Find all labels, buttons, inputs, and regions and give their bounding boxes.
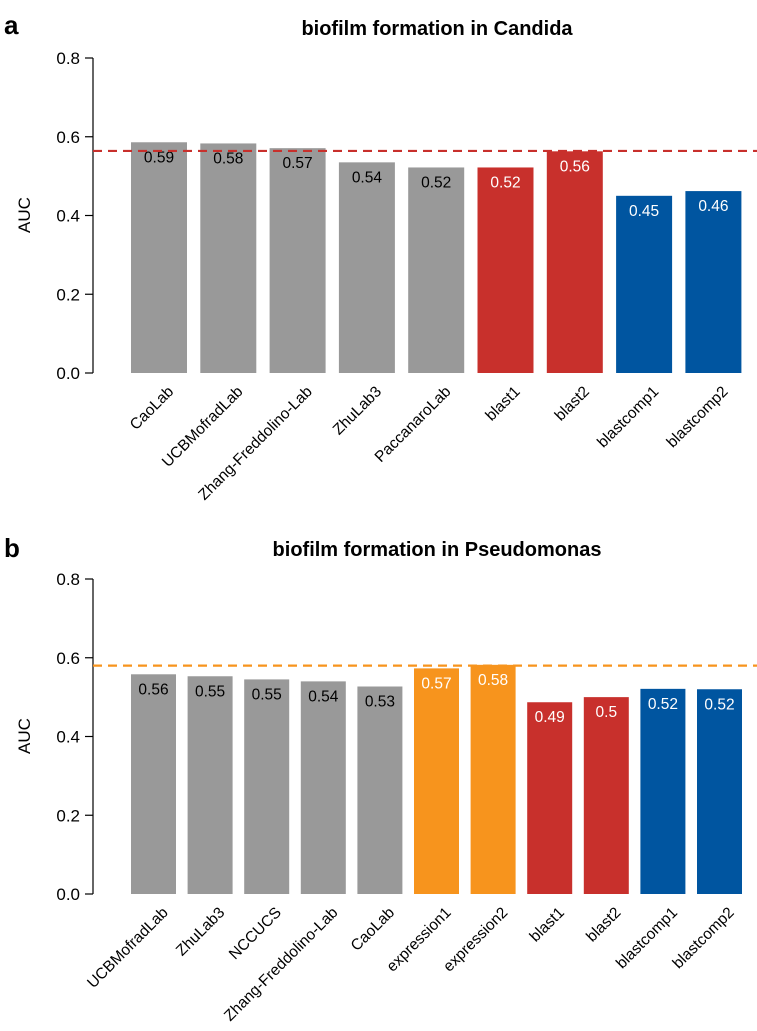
panel-b-letter: b (4, 533, 20, 563)
panel-a-category-label: blast2 (552, 383, 593, 424)
panel-a-bar-CaoLab (131, 142, 187, 373)
panel-b-y-tick-label: 0.8 (56, 570, 80, 589)
panel-a-category-label: ZhuLab3 (330, 383, 385, 438)
panel-b-bar-data-label: 0.52 (704, 696, 734, 713)
panel-a-bar-UCBMofradLab (200, 143, 257, 373)
panel-b-bar-blast2 (583, 697, 629, 894)
panel-a-category-label: Zhang-Freddolino-Lab (195, 383, 315, 503)
panel-b-category-label: blast1 (527, 904, 568, 945)
panel-b-category-label: CaoLab (348, 904, 398, 954)
panel-a-title: biofilm formation in Candida (301, 18, 573, 40)
panel-a-y-tick-label: 0.4 (56, 207, 80, 226)
panel-b-bar-data-label: 0.54 (308, 688, 339, 705)
panel-b-category-label: blastcomp2 (670, 904, 738, 972)
panel-b-bar-data-label: 0.55 (252, 686, 282, 703)
panel-a-bar-data-label: 0.52 (490, 174, 520, 191)
panel-a-letter: a (4, 10, 19, 40)
panel-b-category-label: NCCUCS (226, 904, 285, 963)
panel-b-category-label: ZhuLab3 (173, 904, 228, 959)
panel-b-bar-data-label: 0.56 (138, 681, 168, 698)
panel-a-bar-data-label: 0.52 (421, 174, 451, 191)
panel-b-y-tick-label: 0.4 (56, 728, 80, 747)
panel-a-bar-data-label: 0.58 (213, 150, 243, 167)
panel-b-bar-blastcomp1 (640, 688, 686, 894)
panel-b-bar-expression1 (414, 668, 459, 894)
panel-b-y-tick-label: 0.6 (56, 649, 80, 668)
panel-a-y-tick-label: 0.2 (56, 285, 80, 304)
panel-a-bar-data-label: 0.57 (283, 155, 313, 172)
panel-b-bar-NCCUCS (244, 679, 290, 894)
panel-a-bar-ZhuLab3 (338, 162, 395, 373)
panel-a-category-label: blast1 (482, 383, 523, 424)
panel-a-y-tick-label: 0.0 (56, 364, 80, 383)
panel-a-bar-data-label: 0.54 (352, 169, 383, 186)
panel-b-bar-expression2 (470, 664, 516, 894)
panel-b-bar-UCBMofradLab (131, 674, 176, 894)
panel-b-bar-data-label: 0.52 (648, 696, 678, 713)
panel-a-bar-blastcomp2 (685, 191, 742, 373)
panel-b-bar-data-label: 0.53 (365, 693, 395, 710)
panel-b-bar-ZhuLab3 (187, 676, 233, 894)
panel-b-bar-CaoLab (357, 686, 403, 894)
panel-b-y-axis-label: AUC (15, 718, 34, 754)
panel-a-y-axis-label: AUC (15, 197, 34, 233)
panel-b: b biofilm formation in Pseudomonas AUC 0… (4, 533, 757, 1025)
panel-a-bar-blast1 (477, 167, 534, 373)
panel-a: a biofilm formation in Candida AUC 0.0 0.… (4, 10, 757, 504)
panel-a-category-label: CaoLab (127, 383, 177, 433)
panel-b-bar-data-label: 0.49 (535, 709, 565, 726)
panel-a-bar-data-label: 0.46 (698, 198, 728, 215)
panel-a-y-tick-label: 0.8 (56, 49, 80, 68)
panel-a-bar-blast2 (546, 151, 603, 373)
panel-b-y-tick-label: 0.0 (56, 885, 80, 904)
panel-b-bar-Zhang-Freddolino-Lab (300, 681, 346, 894)
panel-b-bar-data-label: 0.5 (596, 704, 618, 721)
panel-b-title: biofilm formation in Pseudomonas (273, 539, 602, 561)
panel-b-bar-blast1 (527, 702, 573, 894)
panel-a-plot: 0.00.20.40.60.80.59CaoLab0.58UCBMofradLa… (56, 49, 757, 504)
panel-a-y-tick-label: 0.6 (56, 128, 80, 147)
panel-b-category-label: Zhang-Freddolino-Lab (221, 904, 341, 1024)
panel-a-bar-blastcomp1 (616, 195, 673, 373)
panel-a-bar-Zhang-Freddolino-Lab (269, 148, 326, 373)
panel-b-plot: 0.0 0.2 0.4 0.6 0.8 0.56 UCBMofradLab 0.55 ZhuLa… (56, 570, 757, 1025)
panel-b-bar-data-label: 0.55 (195, 683, 225, 700)
panel-b-bar-data-label: 0.58 (478, 672, 508, 689)
panel-b-y-tick-label: 0.2 (56, 806, 80, 825)
panel-a-category-label: blastcomp2 (664, 383, 732, 451)
panel-b-bar-data-label: 0.57 (421, 675, 451, 692)
panel-b-category-label: UCBMofradLab (84, 904, 172, 992)
panel-a-category-label: blastcomp1 (594, 383, 662, 451)
panel-a-bar-data-label: 0.59 (144, 149, 174, 166)
panel-b-bar-blastcomp2 (697, 689, 742, 894)
panel-a-bar-data-label: 0.56 (560, 158, 590, 175)
panel-a-bar-PaccanaroLab (408, 167, 465, 373)
panel-a-bar-data-label: 0.45 (629, 203, 659, 220)
panel-b-category-label: blast2 (583, 904, 624, 945)
